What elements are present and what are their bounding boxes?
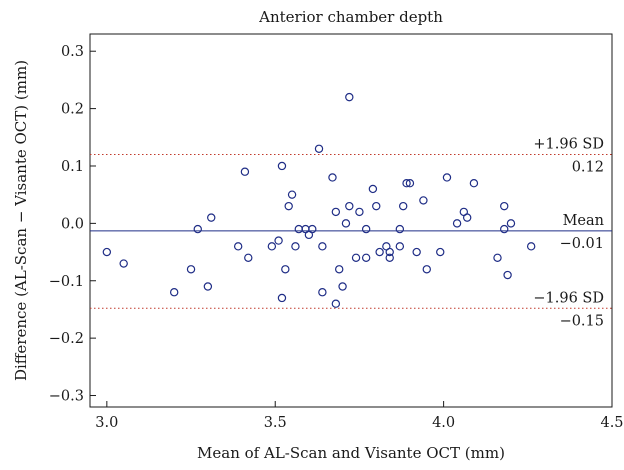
data-point xyxy=(469,178,479,188)
data-point xyxy=(462,213,472,222)
reference-value-upper-loa: 0.12 xyxy=(572,160,604,176)
data-point xyxy=(308,224,317,234)
y-tick-label: 0.0 xyxy=(61,216,84,232)
data-point xyxy=(284,201,293,211)
data-point xyxy=(385,247,394,257)
data-point xyxy=(345,201,354,211)
data-point xyxy=(506,219,516,228)
data-point xyxy=(318,242,327,251)
data-point xyxy=(372,201,381,211)
y-tick-label: −0.3 xyxy=(49,389,84,405)
data-point xyxy=(351,253,361,262)
data-point xyxy=(493,253,502,262)
data-point xyxy=(375,247,384,257)
y-axis: −0.3 −0.2 −0.1 0.0 0.1 0.2 0.3 xyxy=(49,44,96,405)
data-point xyxy=(328,173,337,182)
x-axis-label: Mean of AL-Scan and Visante OCT (mm) xyxy=(197,444,505,462)
x-axis: 3.0 3.5 4.0 4.5 xyxy=(95,401,624,431)
x-tick-label: 4.5 xyxy=(600,415,623,431)
data-point xyxy=(102,247,112,257)
x-tick-label: 4.0 xyxy=(432,415,455,431)
data-point xyxy=(399,201,408,211)
reference-lines: +1.96 SD 0.12 Mean −0.01 −1.96 SD −0.15 xyxy=(90,137,612,329)
reference-label-upper-loa: +1.96 SD xyxy=(533,137,604,153)
data-point xyxy=(503,270,512,280)
data-point xyxy=(277,161,287,171)
data-point xyxy=(452,219,462,228)
chart-title: Anterior chamber depth xyxy=(258,8,443,26)
y-tick-label: 0.1 xyxy=(61,159,84,175)
y-axis-label: Difference (AL-Scan − Visante OCT) (mm) xyxy=(12,60,30,381)
data-point xyxy=(314,144,324,153)
y-tick-label: 0.3 xyxy=(61,44,84,60)
y-tick-label: 0.2 xyxy=(61,102,84,118)
x-tick-label: 3.0 xyxy=(95,415,118,431)
data-point xyxy=(526,242,536,251)
data-point xyxy=(341,219,351,228)
data-point xyxy=(395,224,405,234)
data-point xyxy=(169,288,179,297)
data-point xyxy=(274,236,283,245)
data-point xyxy=(419,196,428,205)
data-point xyxy=(442,173,452,182)
data-point xyxy=(291,242,300,251)
data-point xyxy=(331,299,341,308)
data-point xyxy=(277,293,287,303)
y-tick-label: −0.1 xyxy=(49,274,84,290)
data-point xyxy=(402,178,411,188)
x-tick-label: 3.5 xyxy=(264,415,287,431)
data-point xyxy=(318,288,327,297)
data-point xyxy=(331,207,341,217)
data-point xyxy=(186,265,196,274)
reference-value-lower-loa: −0.15 xyxy=(560,313,604,329)
data-point xyxy=(412,247,421,257)
data-point xyxy=(267,242,277,251)
plot-frame xyxy=(89,33,613,408)
data-point xyxy=(355,207,364,217)
reference-value-mean: −0.01 xyxy=(560,236,604,252)
data-point xyxy=(244,253,253,262)
data-point xyxy=(405,178,415,188)
data-point xyxy=(294,224,303,234)
data-point xyxy=(338,282,347,291)
data-point xyxy=(500,224,509,234)
data-point xyxy=(207,213,216,222)
data-point xyxy=(203,282,213,291)
data-point xyxy=(281,265,290,274)
data-point xyxy=(335,265,344,274)
data-point xyxy=(422,265,431,274)
data-point xyxy=(361,224,371,234)
data-point xyxy=(385,253,394,262)
data-point xyxy=(436,247,445,257)
reference-label-lower-loa: −1.96 SD xyxy=(533,290,604,306)
data-point xyxy=(240,167,250,176)
data-points xyxy=(102,92,536,308)
data-point xyxy=(119,259,128,268)
data-point xyxy=(500,201,509,211)
data-point xyxy=(345,92,354,102)
reference-label-mean: Mean xyxy=(563,213,604,229)
data-point xyxy=(368,184,378,194)
data-point xyxy=(287,190,297,199)
data-point xyxy=(233,242,243,251)
data-point xyxy=(361,253,371,262)
y-tick-label: −0.2 xyxy=(49,331,84,347)
data-point xyxy=(193,224,202,234)
data-point xyxy=(395,242,405,251)
